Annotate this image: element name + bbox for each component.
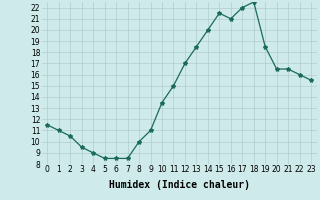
X-axis label: Humidex (Indice chaleur): Humidex (Indice chaleur) [109,180,250,190]
